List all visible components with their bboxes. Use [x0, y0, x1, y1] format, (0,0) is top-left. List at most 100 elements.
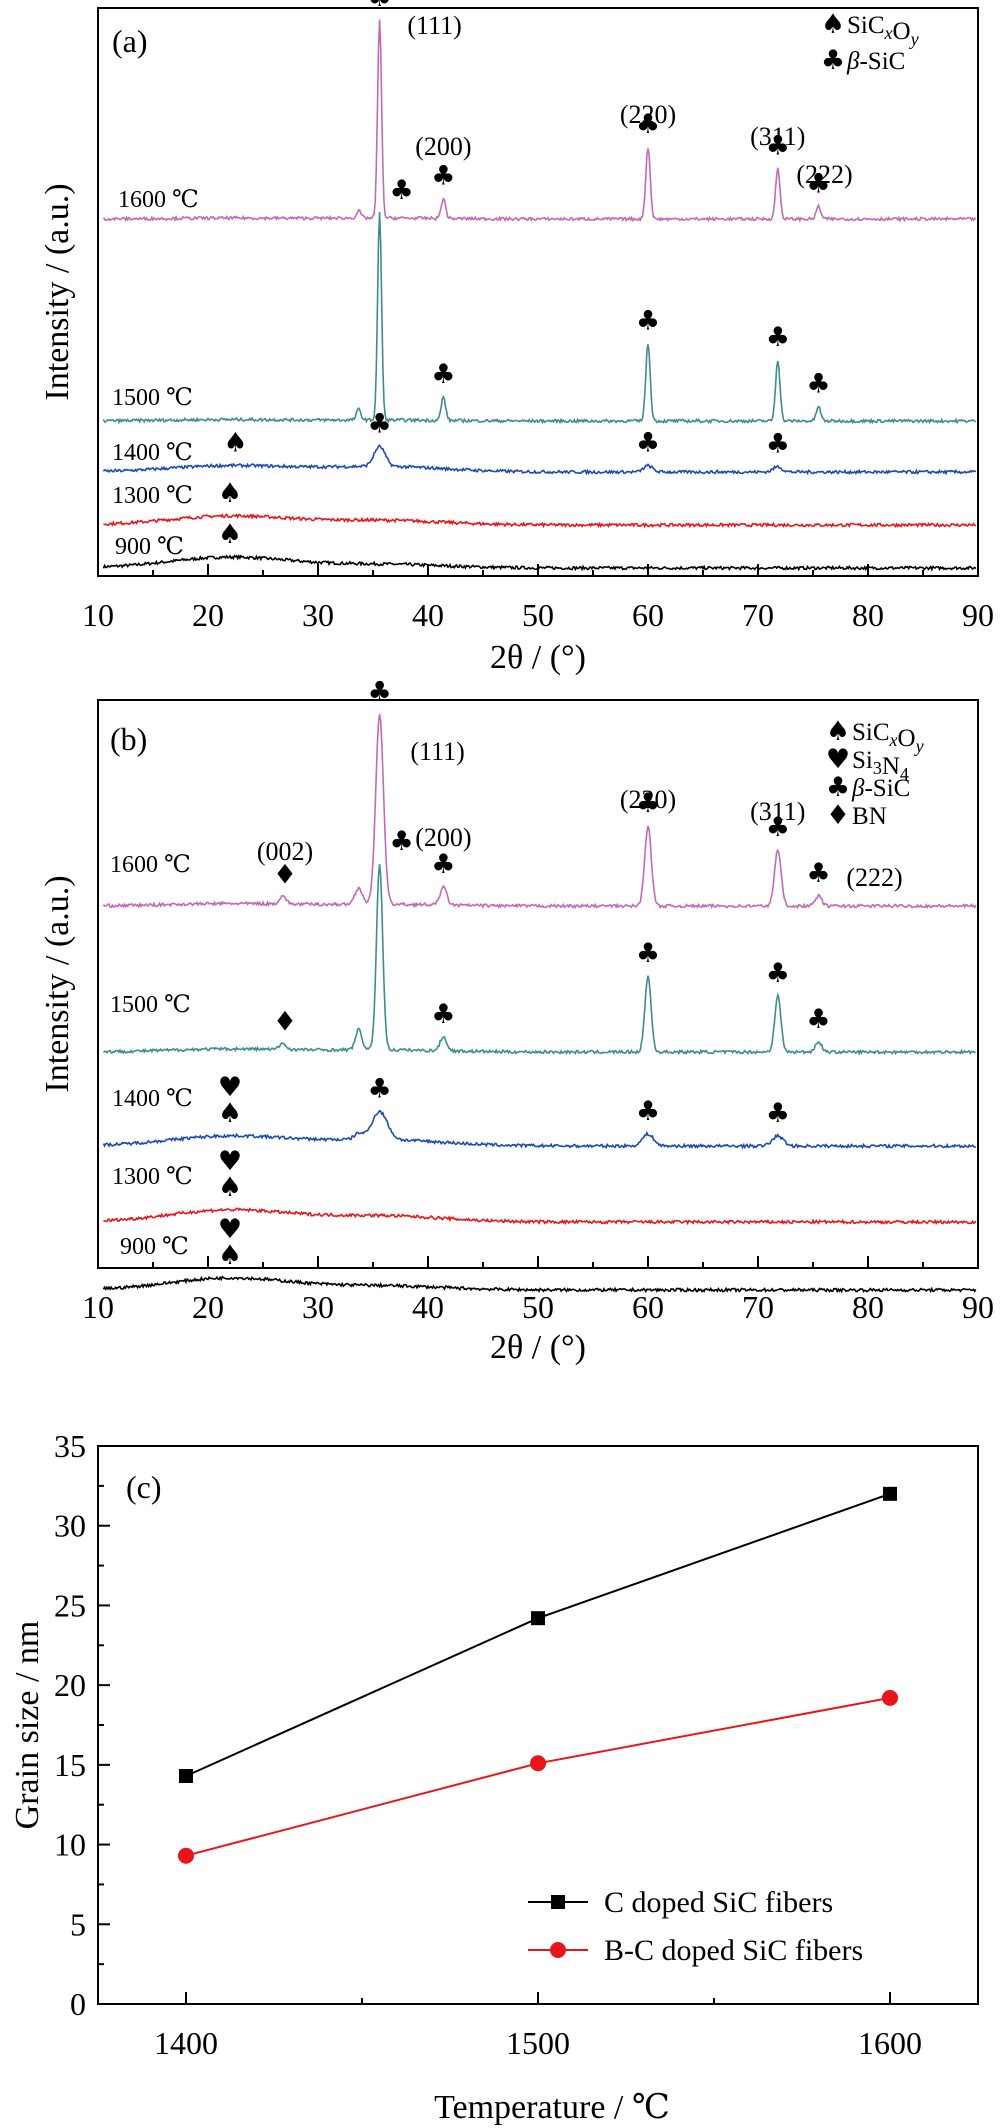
spade-legend-icon: ♠: [826, 716, 850, 747]
data-point: [530, 1755, 546, 1772]
club-phase-marker: ♣: [806, 168, 830, 199]
panel-b-label: (b): [110, 721, 147, 757]
temperature-label: 1600 ℃: [110, 852, 191, 878]
temperature-label: 900 ℃: [115, 534, 184, 560]
reflection-label: (200): [415, 132, 471, 161]
heart-legend-icon: ♥: [826, 744, 850, 775]
y-tick-label: 10: [54, 1827, 86, 1863]
panel-a-x-axis-title: 2θ / (°): [490, 639, 586, 676]
panel-c-label: (c): [126, 1469, 162, 1505]
spade-phase-marker: ♠: [218, 478, 242, 509]
club-phase-marker: ♣: [806, 369, 830, 400]
temperature-label: 1500 ℃: [110, 992, 191, 1018]
x-tick-label: 10: [82, 597, 114, 633]
x-tick-label: 1500: [506, 2025, 570, 2061]
spade-phase-marker: ♠: [218, 1172, 242, 1203]
y-tick-label: 35: [54, 1428, 86, 1464]
club-phase-marker: ♣: [766, 812, 790, 843]
data-point: [883, 1486, 897, 1501]
x-tick-label: 40: [412, 597, 444, 633]
panel-a-traces: [102, 19, 977, 572]
x-tick-label: 20: [192, 597, 224, 633]
club-phase-marker: ♣: [636, 938, 660, 969]
legend-marker: [551, 1895, 565, 1909]
panel-b-x-axis-title: 2θ / (°): [490, 1329, 586, 1366]
x-tick-label: 30: [302, 1289, 334, 1325]
club-phase-marker: ♣: [806, 858, 830, 889]
legend-label: BN: [852, 803, 887, 830]
panel-b-temperature-labels: 900 ℃ 1300 ℃ 1400 ℃ 1500 ℃ 1600 ℃: [110, 852, 193, 1260]
panel-a-annotations: (111) (200) (220) (311) (222): [407, 11, 852, 189]
x-tick-label: 80: [852, 597, 884, 633]
club-phase-marker: ♣: [431, 161, 455, 192]
reflection-label: (311): [750, 122, 805, 151]
club-phase-marker: ♣: [766, 1098, 790, 1129]
panel-b-legend: ♠ SiCxOy♥ Si3N4♣ β-SiC♦ BN: [826, 716, 924, 831]
legend-label: β-SiC: [851, 775, 910, 802]
reflection-label: (222): [796, 160, 852, 189]
diamond-phase-marker: ♦: [273, 1007, 297, 1038]
spade-phase-marker: ♠: [218, 1098, 242, 1129]
club-phase-marker: ♣: [367, 0, 391, 13]
legend-label: SiCxOy: [852, 719, 924, 756]
legend-label: B-C doped SiC fibers: [604, 1934, 863, 1967]
panel-a-x-ticks: 10 20 30 40 50 60 70 80 90: [82, 564, 994, 633]
club-phase-marker: ♣: [636, 428, 660, 459]
club-phase-marker: ♣: [636, 109, 660, 140]
club-phase-marker: ♣: [367, 1074, 391, 1105]
club-phase-marker: ♣: [431, 999, 455, 1030]
panel-b-xrd-chart: (b) 10 20 30 40 50 60 70 80 90 ♦♣♣♣♣♣♦♣♣♣♣♣♠♥ ♣♣ ♣…: [39, 676, 994, 1366]
x-tick-label: 20: [192, 1289, 224, 1325]
heart-phase-marker: ♥: [218, 1072, 242, 1103]
club-phase-marker: ♣: [389, 175, 413, 206]
club-phase-marker: ♣: [389, 826, 413, 857]
panel-c-series: [178, 1486, 898, 1864]
reflection-label: (220): [620, 785, 676, 814]
panel-c-ticks: 0 5 10 15 20 25 30 35 1400 1500 1600: [54, 1428, 922, 2061]
club-phase-marker: ♣: [431, 359, 455, 390]
x-tick-label: 40: [412, 1289, 444, 1325]
panel-b-markers: ♦♣♣♣♣♣♦♣♣♣♣♣♠♥ ♣♣ ♣♠♥♠♥: [218, 676, 831, 1271]
y-tick-label: 20: [54, 1667, 86, 1703]
x-tick-label: 50: [522, 597, 554, 633]
club-legend-icon: ♣: [826, 772, 850, 803]
grain-size-line: [185, 1696, 891, 1857]
panel-c-x-axis-title: Temperature / ℃: [434, 2089, 670, 2126]
xrd-trace: [102, 553, 977, 572]
x-tick-label: 70: [742, 1289, 774, 1325]
panel-a-temperature-labels: 900 ℃ 1300 ℃ 1400 ℃ 1500 ℃ 1600 ℃: [112, 187, 199, 560]
reflection-label: (200): [415, 823, 471, 852]
y-tick-label: 30: [54, 1508, 86, 1544]
xrd-trace: [102, 1275, 977, 1294]
club-phase-marker: ♣: [766, 429, 790, 460]
xrd-trace: [103, 513, 977, 529]
x-tick-label: 60: [632, 1289, 664, 1325]
temperature-label: 900 ℃: [120, 1234, 189, 1260]
reflection-label: (111): [407, 11, 461, 40]
xrd-trace: [102, 19, 977, 223]
temperature-label: 1500 ℃: [112, 385, 193, 411]
club-legend-icon: ♣: [821, 45, 845, 76]
club-phase-marker: ♣: [806, 1004, 830, 1035]
reflection-label: (002): [257, 837, 313, 866]
diamond-legend-icon: ♦: [826, 800, 850, 831]
temperature-label: 1400 ℃: [112, 440, 193, 466]
legend-label: β-SiC: [846, 48, 905, 75]
x-tick-label: 90: [962, 1289, 994, 1325]
club-phase-marker: ♣: [766, 958, 790, 989]
legend-label: C doped SiC fibers: [604, 1886, 833, 1919]
temperature-label: 1300 ℃: [112, 1164, 193, 1190]
club-phase-marker: ♣: [636, 306, 660, 337]
x-tick-label: 90: [962, 597, 994, 633]
diamond-phase-marker: ♦: [273, 860, 297, 891]
club-phase-marker: ♣: [766, 131, 790, 162]
x-tick-label: 10: [82, 1289, 114, 1325]
xrd-trace: [102, 1109, 977, 1150]
temperature-label: 1400 ℃: [112, 1086, 193, 1112]
x-tick-label: 60: [632, 597, 664, 633]
panel-a-markers: ♣ ♣ ♣ ♣ ♣ ♣ ♣ ♣ ♣ ♣ ♠ ♣ ♣ ♣ ♠ ♠: [218, 0, 831, 550]
data-point: [179, 1769, 193, 1784]
spade-phase-marker: ♠: [218, 519, 242, 550]
